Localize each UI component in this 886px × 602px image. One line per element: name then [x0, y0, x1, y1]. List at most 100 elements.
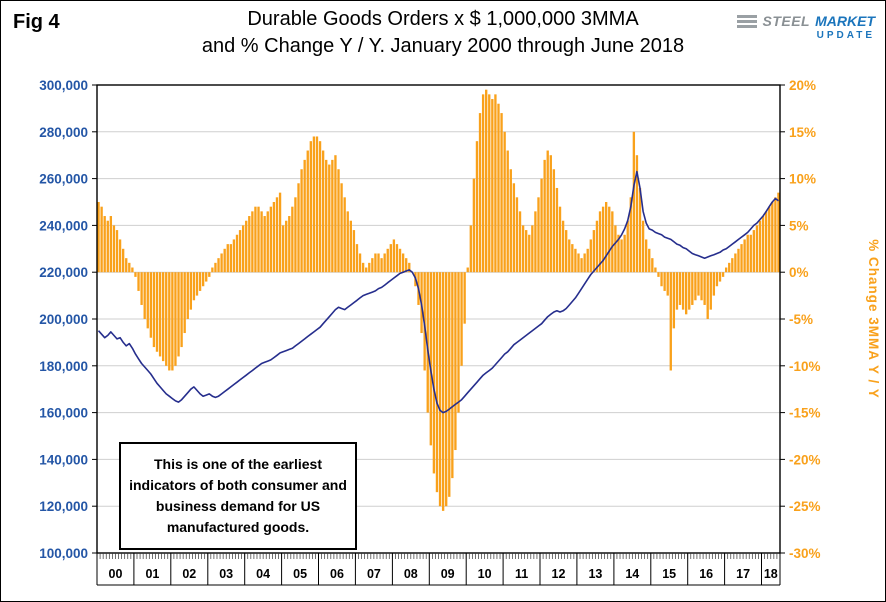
pct-change-bar: [408, 262, 411, 273]
pct-change-bar: [211, 267, 214, 273]
pct-change-bar: [645, 239, 648, 273]
left-axis-tick-label: 260,000: [39, 172, 88, 187]
pct-change-bar: [540, 178, 543, 273]
pct-change-bar: [165, 272, 168, 366]
pct-change-bar: [589, 239, 592, 273]
pct-change-bar: [349, 220, 352, 273]
pct-change-bar: [768, 206, 771, 273]
pct-change-bar: [460, 272, 463, 366]
pct-change-bar: [595, 220, 599, 273]
logo-update-text: UPDATE: [816, 30, 875, 41]
pct-change-bar: [232, 239, 236, 273]
pct-change-bar: [503, 131, 506, 273]
pct-change-bar: [475, 141, 479, 273]
pct-change-bar: [546, 150, 549, 273]
pct-change-bar: [432, 272, 436, 474]
pct-change-bar: [712, 272, 716, 296]
chart-title: Durable Goods Orders x $ 1,000,000 3MMA …: [1, 6, 885, 60]
pct-change-bar: [669, 272, 672, 371]
pct-change-bar: [743, 239, 746, 273]
left-axis-tick-label: 240,000: [39, 218, 88, 233]
x-axis-year-label: 03: [219, 567, 233, 581]
pct-change-bar: [697, 272, 700, 296]
pct-change-bar: [694, 272, 697, 301]
pct-change-bar: [285, 220, 288, 273]
pct-change-bar: [715, 272, 719, 287]
pct-change-bar: [691, 272, 694, 305]
right-axis-tick-label: 20%: [789, 78, 816, 93]
left-axis-tick-label: 100,000: [39, 546, 88, 561]
logo-stripes-icon: [737, 14, 758, 28]
pct-change-bar: [361, 262, 365, 273]
pct-change-bar: [681, 272, 685, 310]
pct-change-bar: [306, 150, 309, 273]
pct-change-bar: [601, 206, 605, 273]
right-axis-tick-label: 15%: [789, 125, 816, 140]
pct-change-bar: [208, 272, 211, 277]
pct-change-bar: [401, 253, 405, 273]
pct-change-bar: [466, 267, 469, 273]
pct-change-bar: [706, 272, 709, 319]
pct-change-bar: [186, 272, 189, 319]
pct-change-bar: [398, 248, 402, 273]
pct-change-bar: [518, 211, 522, 273]
pct-change-bar: [245, 220, 248, 273]
pct-change-bar: [574, 248, 577, 273]
left-axis-tick-label: 300,000: [39, 78, 88, 93]
pct-change-bar: [481, 94, 485, 273]
pct-change-bar: [426, 272, 429, 413]
pct-change-bar: [300, 169, 303, 273]
pct-change-bar: [703, 272, 706, 305]
pct-change-bar: [672, 272, 676, 329]
pct-change-bar: [525, 230, 528, 273]
pct-change-bar: [537, 197, 540, 273]
pct-change-bar: [109, 216, 113, 273]
pct-change-bar: [183, 272, 186, 334]
pct-change-bar: [260, 211, 263, 273]
pct-change-bar: [435, 272, 439, 493]
pct-change-bar: [685, 272, 688, 315]
pct-change-bar: [161, 272, 165, 362]
pct-change-bar: [620, 239, 623, 273]
steel-market-update-logo: STEEL MARKET UPDATE: [737, 13, 875, 41]
pct-change-bar: [506, 150, 509, 273]
right-axis-tick-label: -30%: [789, 546, 821, 561]
pct-change-bar: [143, 272, 146, 319]
pct-change-bar: [389, 244, 392, 273]
pct-change-bar: [688, 272, 691, 310]
pct-change-bar: [365, 267, 368, 273]
pct-change-bar: [635, 155, 639, 273]
pct-change-bar: [205, 272, 208, 282]
pct-change-bar: [472, 178, 476, 273]
right-axis-tick-label: -15%: [789, 406, 821, 421]
x-axis-year-label: 05: [293, 567, 307, 581]
pct-change-bar: [297, 183, 300, 273]
pct-change-bar: [441, 272, 445, 511]
pct-change-bar: [500, 113, 503, 273]
pct-change-bar: [115, 230, 119, 273]
pct-change-bar: [497, 103, 500, 273]
pct-change-bar: [383, 253, 386, 273]
pct-change-bar: [405, 258, 408, 273]
pct-change-bar: [543, 159, 546, 273]
pct-change-bar: [195, 272, 199, 296]
pct-change-bar: [352, 230, 356, 273]
pct-change-bar: [189, 272, 193, 310]
pct-change-bar: [558, 206, 562, 273]
pct-change-bar: [586, 248, 589, 273]
pct-change-bar: [269, 206, 272, 273]
pct-change-bar: [700, 272, 703, 301]
pct-change-bar: [266, 211, 269, 273]
pct-change-bar: [177, 272, 180, 357]
pct-change-bar: [358, 253, 362, 273]
pct-change-bar: [235, 234, 239, 273]
pct-change-bar: [448, 272, 451, 497]
pct-change-bar: [675, 272, 679, 310]
right-axis-tick-label: 5%: [789, 218, 809, 233]
pct-change-bar: [229, 244, 232, 273]
right-axis-tick-label: -20%: [789, 452, 821, 467]
x-axis-year-label: 16: [699, 567, 713, 581]
pct-change-bar: [632, 131, 636, 273]
